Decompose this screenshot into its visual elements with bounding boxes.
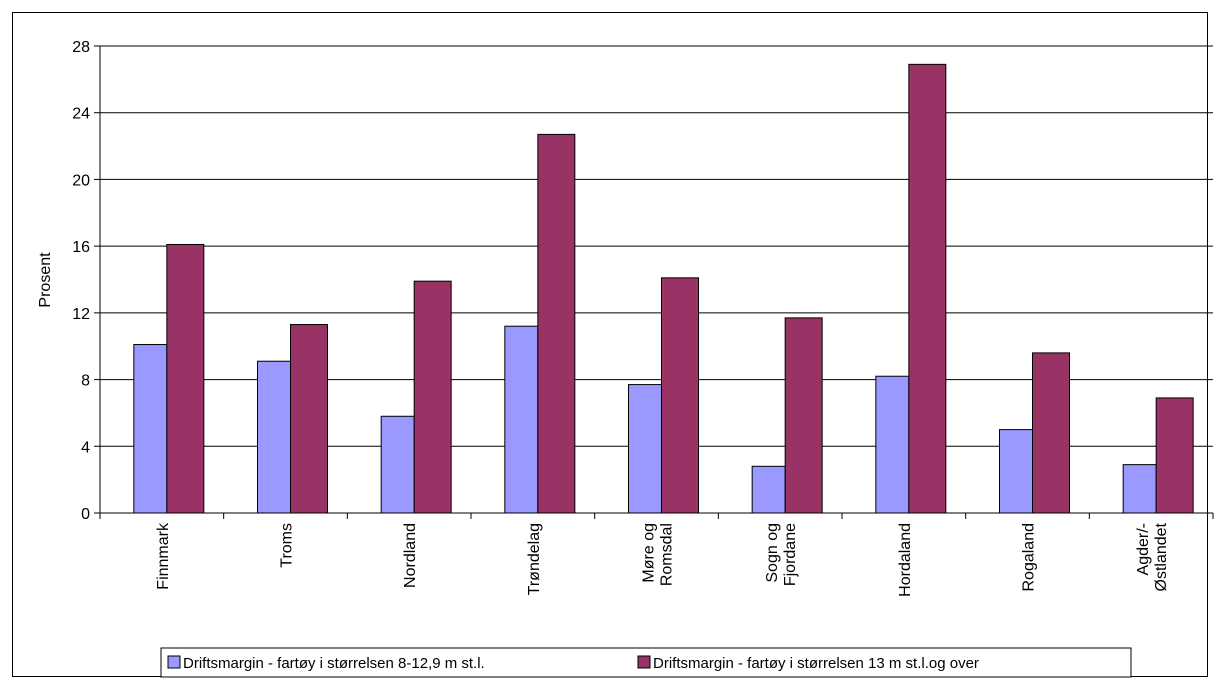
y-tick-label: 0 — [81, 506, 90, 523]
category-label: Trøndelag — [526, 523, 543, 595]
bar-series-1 — [751, 465, 786, 514]
bar-series-1 — [380, 415, 415, 514]
y-tick-label: 24 — [72, 106, 90, 123]
bar-series-1 — [999, 429, 1033, 514]
y-tick-label: 4 — [81, 439, 90, 456]
bar-series-1 — [504, 325, 539, 514]
bar-series-2 — [1032, 352, 1070, 514]
legend-swatch — [167, 655, 181, 669]
y-tick-label: 8 — [81, 373, 90, 390]
bar-series-1 — [1122, 464, 1157, 514]
y-tick-label: 20 — [72, 172, 90, 189]
legend-swatch — [637, 655, 651, 669]
bar-series-1 — [875, 375, 910, 514]
y-tick-label: 12 — [72, 306, 90, 323]
legend-label: Driftsmargin - fartøy i størrelsen 8-12,… — [183, 655, 485, 672]
axes — [99, 46, 1213, 514]
bar-series-1 — [257, 360, 291, 514]
category-label: Finnmark — [155, 522, 172, 590]
y-tick-labels: 0 4 8 12 16 20 24 28 — [72, 39, 100, 523]
bar-series-1 — [628, 384, 662, 514]
category-label: Østlandet — [1153, 522, 1170, 591]
category-label: Fjordane — [782, 523, 799, 586]
legend: Driftsmargin - fartøy i størrelsen 8-12,… — [160, 647, 1132, 678]
y-axis-label: Prosent — [37, 252, 54, 308]
bar-series-2 — [166, 243, 205, 514]
category-label: Romsdal — [659, 523, 676, 586]
y-tick-label: 28 — [72, 39, 90, 56]
category-labels: Finnmark Troms Nordland Trøndelag Møre og Rom… — [99, 513, 1214, 597]
category-label: Hordaland — [897, 523, 914, 597]
category-label: Troms — [279, 523, 296, 568]
bar-series-2 — [290, 324, 328, 514]
category-label: Agder/- — [1135, 523, 1152, 575]
category-label: Møre og — [641, 523, 658, 583]
y-tick-label: 16 — [72, 239, 90, 256]
bar-series-2 — [661, 277, 699, 514]
category-label: Nordland — [402, 523, 419, 588]
bar-series-1 — [133, 344, 168, 514]
bar-series-2 — [784, 317, 823, 514]
bars — [133, 63, 1194, 514]
category-label: Sogn og — [764, 523, 781, 583]
bar-series-2 — [537, 133, 576, 514]
bar-series-2 — [908, 63, 947, 514]
legend-label: Driftsmargin - fartøy i størrelsen 13 m … — [653, 655, 979, 672]
bar-series-2 — [1155, 397, 1194, 514]
bar-series-2 — [413, 280, 452, 514]
category-label: Rogaland — [1021, 523, 1038, 592]
